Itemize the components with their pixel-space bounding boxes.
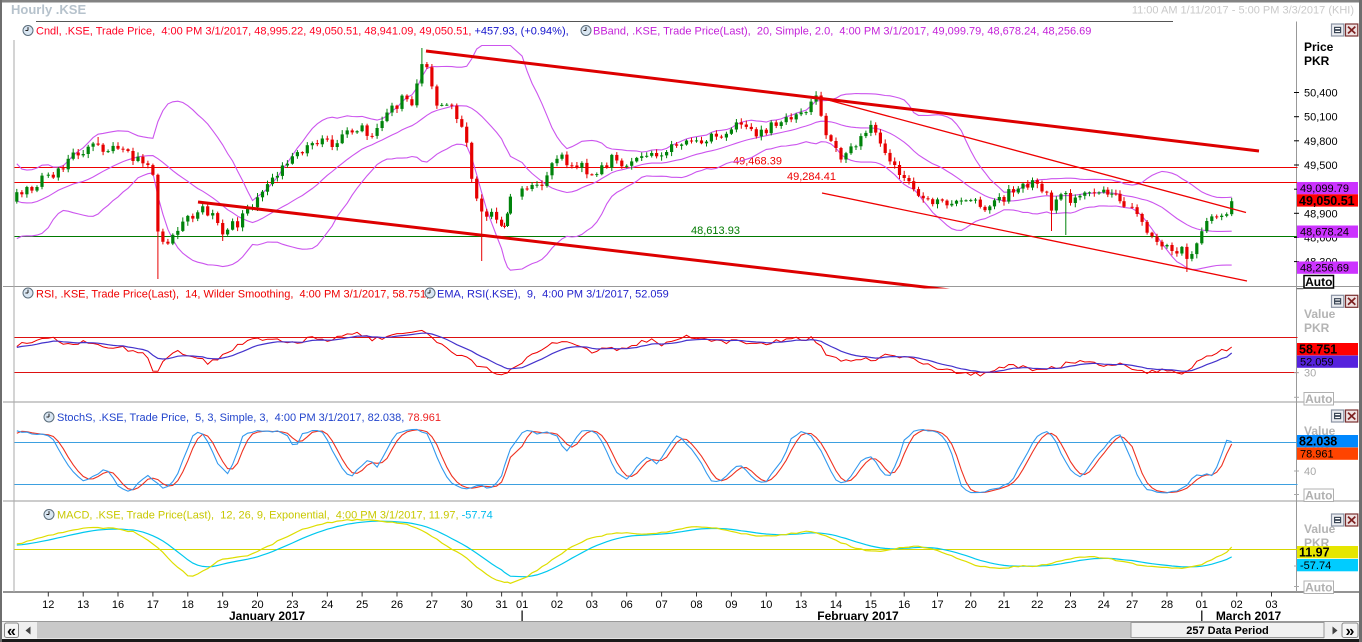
svg-text:48,256.69: 48,256.69 bbox=[1300, 263, 1349, 275]
svg-text:15: 15 bbox=[865, 599, 877, 611]
svg-text:50,400: 50,400 bbox=[1304, 88, 1338, 100]
svg-text:BBand, .KSE, Trade Price(Last): BBand, .KSE, Trade Price(Last), 20, Simp… bbox=[593, 26, 1091, 38]
svg-text:06: 06 bbox=[621, 599, 633, 611]
svg-text:01: 01 bbox=[1196, 599, 1208, 611]
svg-text:27: 27 bbox=[426, 599, 438, 611]
svg-text:11:00 AM 1/11/2017 - 5:00 PM 3: 11:00 AM 1/11/2017 - 5:00 PM 3/3/2017 (K… bbox=[1132, 5, 1354, 17]
svg-text:48,900: 48,900 bbox=[1304, 208, 1338, 220]
svg-text:50,100: 50,100 bbox=[1304, 112, 1338, 124]
svg-text:03: 03 bbox=[586, 599, 598, 611]
svg-text:Value: Value bbox=[1304, 424, 1336, 438]
svg-text:03: 03 bbox=[1265, 599, 1277, 611]
svg-text:10: 10 bbox=[760, 599, 772, 611]
svg-text:»: » bbox=[1346, 623, 1355, 640]
svg-text:Cndl, .KSE, Trade Price, 4:00: Cndl, .KSE, Trade Price, 4:00 PM 3/1/201… bbox=[36, 26, 569, 38]
svg-text:257 Data Period: 257 Data Period bbox=[1186, 625, 1269, 637]
svg-text:49,050.51: 49,050.51 bbox=[1299, 194, 1355, 208]
svg-text:23: 23 bbox=[286, 599, 298, 611]
svg-text:78.961: 78.961 bbox=[1300, 449, 1334, 461]
svg-text:MACD, .KSE, Trade Price(Last),: MACD, .KSE, Trade Price(Last), 12, 26, 9… bbox=[57, 510, 493, 522]
svg-text:14: 14 bbox=[830, 599, 842, 611]
svg-text:20: 20 bbox=[251, 599, 263, 611]
svg-text:20: 20 bbox=[965, 599, 977, 611]
svg-text:13: 13 bbox=[77, 599, 89, 611]
svg-text:22: 22 bbox=[1031, 599, 1043, 611]
svg-text:58.751: 58.751 bbox=[1299, 343, 1337, 357]
svg-text:PKR: PKR bbox=[1304, 321, 1330, 335]
svg-text:25: 25 bbox=[356, 599, 368, 611]
svg-text:26: 26 bbox=[391, 599, 403, 611]
svg-text:21: 21 bbox=[998, 599, 1010, 611]
svg-text:February 2017: February 2017 bbox=[817, 609, 899, 623]
svg-text:StochS, .KSE, Trade Price, 5,: StochS, .KSE, Trade Price, 5, 3, Simple,… bbox=[57, 412, 441, 424]
svg-text:19: 19 bbox=[217, 599, 229, 611]
svg-text:30: 30 bbox=[461, 599, 473, 611]
svg-text:49,800: 49,800 bbox=[1304, 136, 1338, 148]
svg-text:Auto: Auto bbox=[1305, 580, 1332, 594]
svg-text:24: 24 bbox=[321, 599, 333, 611]
svg-text:31: 31 bbox=[495, 599, 507, 611]
svg-text:March 2017: March 2017 bbox=[1216, 609, 1282, 623]
svg-text:28: 28 bbox=[1161, 599, 1173, 611]
svg-text:January 2017: January 2017 bbox=[229, 609, 305, 623]
svg-text:02: 02 bbox=[1231, 599, 1243, 611]
svg-text:48,678.24: 48,678.24 bbox=[1300, 227, 1349, 239]
svg-text:Auto: Auto bbox=[1305, 488, 1332, 502]
svg-text:08: 08 bbox=[690, 599, 702, 611]
svg-text:Value: Value bbox=[1304, 307, 1336, 321]
svg-text:17: 17 bbox=[147, 599, 159, 611]
svg-text:EMA, RSI(.KSE), 9, 4:00 PM 3: EMA, RSI(.KSE), 9, 4:00 PM 3/1/2017, 52.… bbox=[437, 289, 669, 301]
svg-text:12: 12 bbox=[42, 599, 54, 611]
svg-text:48,613.93: 48,613.93 bbox=[691, 225, 740, 237]
svg-text:09: 09 bbox=[725, 599, 737, 611]
svg-text:Price: Price bbox=[1304, 40, 1334, 54]
svg-text:18: 18 bbox=[182, 599, 194, 611]
svg-text:52.059: 52.059 bbox=[1300, 357, 1334, 369]
svg-text:24: 24 bbox=[1098, 599, 1110, 611]
svg-text:40: 40 bbox=[1304, 466, 1316, 478]
svg-text:11.97: 11.97 bbox=[1299, 546, 1330, 560]
svg-text:49,284.41: 49,284.41 bbox=[787, 171, 836, 183]
svg-text:82.038: 82.038 bbox=[1299, 435, 1337, 449]
svg-text:Value: Value bbox=[1304, 522, 1336, 536]
svg-text:07: 07 bbox=[655, 599, 667, 611]
svg-text:PKR: PKR bbox=[1304, 54, 1330, 68]
svg-text:Auto: Auto bbox=[1305, 392, 1332, 406]
svg-text:27: 27 bbox=[1126, 599, 1138, 611]
svg-text:49,468.39: 49,468.39 bbox=[733, 156, 782, 168]
svg-text:17: 17 bbox=[931, 599, 943, 611]
svg-text:Auto: Auto bbox=[1305, 275, 1332, 289]
svg-text:16: 16 bbox=[112, 599, 124, 611]
svg-text:_: _ bbox=[1296, 278, 1304, 290]
svg-text:«: « bbox=[7, 623, 16, 640]
svg-text:-57.74: -57.74 bbox=[1300, 560, 1331, 572]
svg-text:02: 02 bbox=[551, 599, 563, 611]
svg-text:30: 30 bbox=[1304, 368, 1316, 380]
svg-text:23: 23 bbox=[1064, 599, 1076, 611]
svg-text:16: 16 bbox=[898, 599, 910, 611]
svg-text:Hourly .KSE: Hourly .KSE bbox=[11, 2, 86, 17]
svg-text:01: 01 bbox=[516, 599, 528, 611]
svg-text:13: 13 bbox=[795, 599, 807, 611]
svg-text:49,500: 49,500 bbox=[1304, 160, 1338, 172]
svg-text:RSI, .KSE, Trade Price(Last),: RSI, .KSE, Trade Price(Last), 14, Wilder… bbox=[36, 289, 429, 301]
svg-text:49,099.79: 49,099.79 bbox=[1300, 183, 1349, 195]
